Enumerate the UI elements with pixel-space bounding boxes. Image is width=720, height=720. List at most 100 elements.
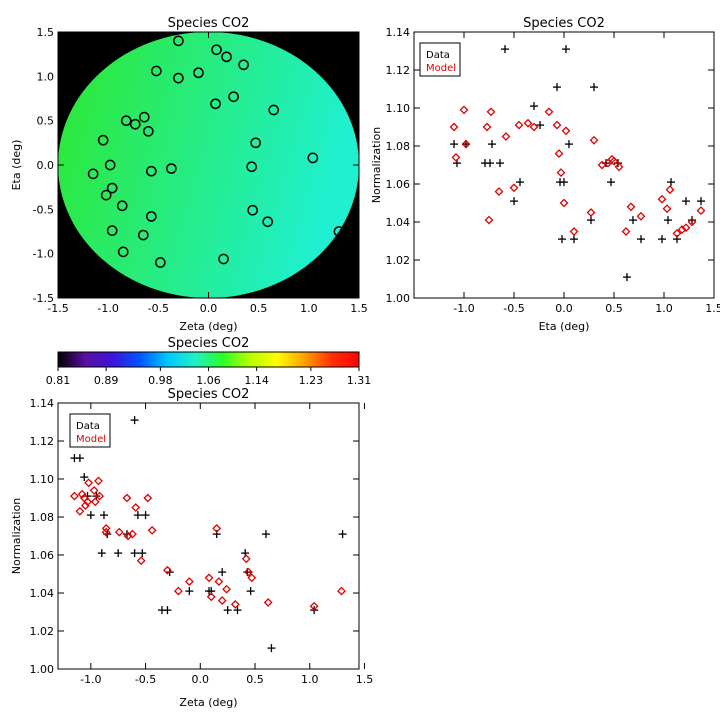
- zeta-plot-y-label: Normalization: [10, 498, 23, 574]
- eta-model-point: [559, 198, 569, 208]
- eta-model-point: [494, 187, 504, 197]
- eta-model-point: [554, 149, 564, 159]
- sky-map-marker: [138, 111, 150, 123]
- zeta-model-point: [101, 527, 111, 537]
- eta-data-point: [623, 273, 631, 282]
- sky-map-xtick-label: -1.0: [97, 302, 118, 315]
- sky-map-marker: [137, 229, 149, 241]
- eta-model-point: [609, 156, 619, 166]
- sky-map-marker: [120, 115, 132, 127]
- zeta-data-point: [233, 606, 242, 615]
- eta-plot-xtick-label: 0.5: [605, 302, 623, 315]
- sky-map-x-label: Zeta (deg): [179, 320, 237, 333]
- colorbar-tick-label: 1.23: [299, 374, 324, 387]
- zeta-data-point: [185, 587, 194, 596]
- eta-plot-ytick-label: 1.08: [386, 140, 411, 153]
- eta-data-point: [516, 178, 524, 187]
- eta-model-point: [681, 223, 691, 233]
- sky-map-marker: [218, 253, 229, 265]
- sky-map-ytick-label: 0.0: [37, 159, 55, 172]
- sky-map-marker: [87, 168, 99, 180]
- colorbar-tick-label: 1.31: [347, 374, 372, 387]
- sky-map-marker: [333, 226, 345, 237]
- zeta-plot-xtick-label: 0.0: [192, 673, 210, 686]
- eta-model-point: [614, 162, 624, 172]
- sky-map-panel: Species CO2 -1.5 -1.0 -0.5 0.0 0.5 1.0 1.5 -1.…: [10, 16, 368, 333]
- eta-data-point: [501, 45, 509, 54]
- zeta-plot-xtick-label: -1.0: [80, 673, 101, 686]
- eta-legend-model-label: Model: [426, 63, 456, 74]
- zeta-model-point: [83, 497, 92, 507]
- zeta-plot-ytick-label: 1.10: [30, 473, 55, 486]
- zeta-plot-xtick-label: -0.5: [135, 673, 156, 686]
- eta-data-point: [565, 140, 573, 149]
- zeta-plot-ytick-label: 1.08: [30, 511, 55, 524]
- zeta-model-point: [69, 491, 79, 501]
- sky-map-marker: [247, 204, 258, 216]
- zeta-model-point: [75, 506, 85, 516]
- eta-plot-xtick-label: 1.5: [705, 302, 720, 315]
- zeta-plot-markers: [69, 416, 347, 653]
- zeta-model-point: [163, 565, 172, 575]
- zeta-data-point: [99, 511, 108, 520]
- eta-plot-ytick-label: 1.06: [386, 178, 411, 191]
- zeta-model-point: [101, 523, 111, 533]
- zeta-model-point: [77, 489, 87, 499]
- colorbar-tick-label: 0.98: [148, 374, 173, 387]
- zeta-data-point: [130, 549, 139, 558]
- eta-model-point: [529, 122, 539, 132]
- zeta-model-point: [222, 584, 231, 594]
- sky-map-marker: [173, 35, 184, 47]
- colorbar-tick-label: 1.14: [244, 374, 269, 387]
- sky-map-marker: [154, 257, 166, 268]
- sky-map-marker: [250, 137, 262, 149]
- eta-model-point: [657, 194, 667, 204]
- zeta-model-point: [204, 573, 214, 583]
- eta-data-point: [607, 178, 615, 187]
- zeta-data-point: [338, 530, 347, 539]
- eta-model-point: [662, 204, 672, 214]
- zeta-model-point: [131, 503, 141, 512]
- zeta-model-point: [95, 491, 105, 501]
- zeta-model-point: [136, 556, 146, 566]
- sky-map-ytick-label: -0.5: [33, 203, 54, 216]
- eta-data-point: [667, 178, 675, 187]
- zeta-data-point: [97, 549, 106, 558]
- eta-plot-x-ticks: -1.0 -0.5 0.0 0.5 1.0 1.5: [453, 32, 720, 315]
- eta-model-point: [569, 227, 579, 236]
- zeta-plot-frame: [57, 402, 360, 670]
- eta-plot-y-ticks: 1.00 1.02 1.04 1.06 1.08 1.10 1.12 1.14: [386, 26, 714, 305]
- sky-map-marker: [173, 72, 184, 84]
- eta-data-point: [570, 235, 578, 244]
- sky-map-marker: [193, 67, 204, 79]
- eta-plot-xtick-label: -0.5: [503, 302, 524, 315]
- zeta-plot-ytick-label: 1.12: [30, 435, 55, 448]
- sky-map-y-ticks: -1.5 -1.0 -0.5 0.0 0.5 1.0 1.5: [33, 26, 359, 305]
- eta-model-point: [544, 107, 554, 117]
- eta-model-point: [626, 202, 636, 212]
- zeta-data-point: [163, 606, 172, 615]
- sky-map-marker: [150, 65, 162, 77]
- eta-plot-ytick-label: 1.02: [386, 254, 411, 267]
- sky-map-marker: [246, 161, 257, 173]
- zeta-model-point: [263, 598, 273, 607]
- eta-data-point: [560, 178, 568, 187]
- colorbar-tick-label: 0.81: [46, 374, 71, 387]
- eta-plot-ytick-label: 1.04: [386, 216, 411, 229]
- zeta-model-point: [122, 493, 132, 503]
- zeta-plot-ytick-label: 1.04: [30, 587, 55, 600]
- eta-data-point: [658, 235, 666, 244]
- zeta-model-point: [212, 523, 222, 533]
- eta-model-point: [677, 225, 687, 235]
- zeta-data-point: [86, 511, 95, 520]
- eta-plot-xtick-label: 1.0: [655, 302, 673, 315]
- eta-data-point: [488, 140, 496, 149]
- zeta-model-point: [147, 525, 157, 535]
- zeta-plot-ytick-label: 1.02: [30, 625, 55, 638]
- sky-map-y-label: Eta (deg): [10, 140, 23, 191]
- zeta-data-point: [141, 511, 150, 520]
- sky-map-xtick-label: 1.0: [300, 302, 318, 315]
- sky-map-field-disk: [58, 32, 359, 298]
- sky-map-xtick-label: -0.5: [148, 302, 169, 315]
- eta-plot-markers: [449, 45, 706, 282]
